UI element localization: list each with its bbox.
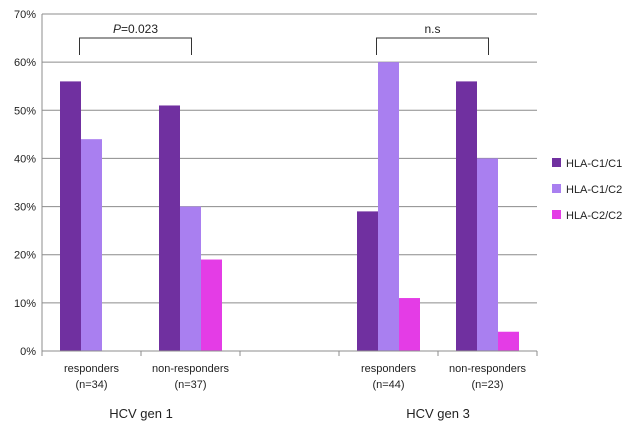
legend-swatch	[552, 210, 561, 219]
y-tick-label: 20%	[14, 250, 36, 262]
y-tick-label: 30%	[14, 202, 36, 214]
x-category-label: responders	[361, 363, 417, 375]
legend-swatch	[552, 158, 561, 167]
significance-bracket	[376, 37, 489, 55]
y-tick-label: 70%	[14, 9, 36, 21]
legend: HLA-C1/C1 HLA-C1/C2 HLA-C2/C2	[552, 158, 622, 222]
significance-label: P=0.023	[113, 22, 158, 36]
significance-label: n.s	[424, 22, 440, 36]
x-category-count: (n=34)	[75, 379, 107, 391]
x-category-count: (n=23)	[471, 379, 503, 391]
legend-swatch	[552, 184, 561, 193]
bar	[201, 259, 222, 351]
group-labels: HCV gen 1 HCV gen 3	[109, 406, 470, 421]
bar	[357, 211, 378, 351]
bar	[378, 62, 399, 352]
group-label: HCV gen 3	[406, 406, 470, 421]
x-category-label: non-responders	[152, 363, 230, 375]
y-tick-label: 60%	[14, 57, 36, 69]
legend-label: HLA-C1/C2	[566, 184, 622, 196]
y-axis-ticks: 0% 10% 20% 30% 40% 50% 60% 70%	[14, 9, 36, 358]
bar	[180, 206, 201, 351]
bar	[456, 81, 477, 352]
y-tick-label: 10%	[14, 298, 36, 310]
y-tick-label: 40%	[14, 153, 36, 165]
x-category-label: non-responders	[449, 363, 527, 375]
y-tick-label: 50%	[14, 105, 36, 117]
axes	[41, 14, 538, 356]
bar	[159, 105, 180, 351]
bars	[60, 62, 519, 352]
legend-label: HLA-C1/C1	[566, 158, 622, 170]
significance-bracket	[79, 37, 192, 55]
gridlines	[42, 13, 537, 352]
bar	[498, 331, 519, 351]
x-category-label: responders	[64, 363, 120, 375]
bar	[399, 298, 420, 351]
group-label: HCV gen 1	[109, 406, 173, 421]
y-tick-label: 0%	[20, 346, 36, 358]
bar	[60, 81, 81, 352]
legend-label: HLA-C2/C2	[566, 210, 622, 222]
x-category-count: (n=37)	[174, 379, 206, 391]
bar	[477, 158, 498, 351]
x-axis-categories: responders (n=34) non-responders (n=37) resp…	[64, 363, 527, 391]
significance-annotations: P=0.023 n.s	[79, 22, 489, 55]
bar	[81, 139, 102, 351]
x-category-count: (n=44)	[372, 379, 404, 391]
